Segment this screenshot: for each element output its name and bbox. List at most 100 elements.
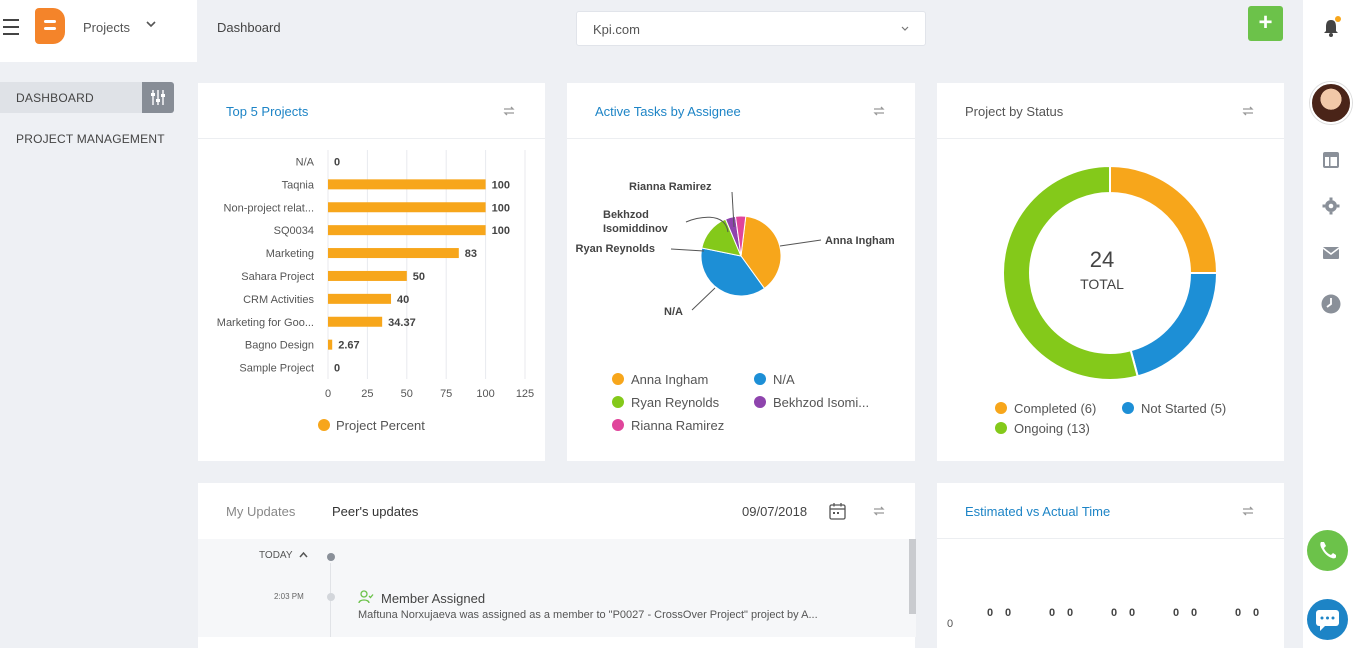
x-tick-label: 0 — [325, 388, 331, 400]
sidebar: DASHBOARD PROJECT MANAGEMENT — [0, 62, 197, 648]
refresh-icon[interactable] — [1240, 103, 1256, 119]
pie-slice — [740, 215, 782, 290]
legend-label: Ryan Reynolds — [631, 395, 720, 410]
x-tick-label: 25 — [361, 388, 373, 400]
chevron-down-icon[interactable] — [145, 18, 157, 30]
timeline-dot — [327, 553, 335, 561]
category-label: N/A — [296, 156, 315, 168]
data-label: 0 — [1049, 607, 1055, 619]
donut-slice — [1109, 164, 1219, 274]
data-label: 0 — [1253, 607, 1259, 619]
x-tick-label: 100 — [476, 388, 494, 400]
chat-button[interactable] — [1307, 599, 1348, 640]
legend-swatch — [612, 419, 624, 431]
legend-label: N/A — [773, 372, 795, 387]
refresh-icon[interactable] — [501, 103, 517, 119]
card-header: Active Tasks by Assignee — [567, 83, 915, 139]
legend-swatch — [612, 373, 624, 385]
data-label: 0 — [1173, 607, 1179, 619]
y-tick-label: 0 — [947, 618, 953, 630]
legend-label: Ongoing (13) — [1014, 421, 1090, 436]
category-label: SQ0034 — [274, 225, 314, 237]
phone-button[interactable] — [1307, 530, 1348, 571]
pie-slice — [700, 247, 766, 297]
chevron-up-icon[interactable] — [299, 551, 308, 558]
card-title[interactable]: Estimated vs Actual Time — [965, 504, 1111, 519]
gear-icon[interactable] — [1322, 197, 1340, 215]
refresh-icon[interactable] — [871, 103, 887, 119]
donut-slice — [1002, 164, 1139, 381]
timeline-entry-title: Member Assigned — [381, 591, 486, 606]
card-title[interactable]: Active Tasks by Assignee — [595, 104, 741, 119]
bell-icon[interactable] — [1322, 18, 1340, 38]
card-title[interactable]: Top 5 Projects — [226, 104, 309, 119]
data-label: 40 — [397, 294, 409, 306]
legend-swatch — [1122, 402, 1134, 414]
refresh-icon[interactable] — [1240, 503, 1256, 519]
donut-slice — [1129, 272, 1219, 378]
legend-label: Bekhzod Isomi... — [773, 395, 869, 410]
legend-label: Rianna Ramirez — [631, 418, 724, 433]
category-label: Taqnia — [282, 179, 315, 191]
data-label: 0 — [1235, 607, 1241, 619]
tab-peers-updates[interactable]: Peer's updates — [332, 504, 419, 519]
category-label: Non-project relat... — [224, 202, 314, 214]
app-logo[interactable] — [35, 8, 65, 44]
app-header-left: Projects — [0, 0, 197, 62]
legend-label: Anna Ingham — [631, 372, 708, 387]
timeline: TODAY 2:03 PM Member Assigned Maftuna No… — [198, 539, 916, 637]
bar — [328, 293, 392, 304]
donut-center-label: TOTAL — [1080, 276, 1124, 292]
refresh-icon[interactable] — [871, 503, 887, 519]
status-donut-chart: 24 TOTAL Completed (6) Not Started (5) Ongoi… — [995, 164, 1226, 436]
layout-icon[interactable] — [1322, 151, 1340, 169]
date-value[interactable]: 09/07/2018 — [742, 504, 808, 519]
card-header: Estimated vs Actual Time — [937, 483, 1284, 539]
x-tick-label: 125 — [516, 388, 534, 400]
project-status-card: Project by Status 24 TOTAL Completed (6) No… — [937, 83, 1284, 461]
category-label: Marketing — [266, 248, 314, 260]
x-tick-label: 75 — [440, 388, 452, 400]
bar — [328, 179, 486, 190]
module-name[interactable]: Projects — [83, 20, 130, 35]
mail-icon[interactable] — [1322, 244, 1340, 262]
page-title: Dashboard — [217, 20, 281, 35]
category-label: Bagno Design — [245, 340, 314, 352]
category-label: Marketing for Goo... — [217, 317, 314, 329]
user-avatar[interactable] — [1310, 82, 1352, 124]
notification-badge — [1335, 16, 1341, 22]
sidebar-item-project-management[interactable]: PROJECT MANAGEMENT — [16, 132, 165, 146]
chevron-down-icon — [901, 26, 909, 31]
updates-card: My Updates Peer's updates 09/07/2018 TOD… — [198, 483, 916, 648]
data-label: 34.37 — [388, 317, 416, 329]
calendar-icon[interactable] — [829, 502, 846, 520]
top-projects-card: Top 5 Projects 0 25 50 75 100 125 N/A 0 Taqnia 10… — [198, 83, 545, 461]
bar — [328, 202, 486, 213]
dashboard-settings-button[interactable] — [142, 82, 174, 113]
clock-icon[interactable] — [1321, 294, 1341, 314]
bar — [328, 270, 407, 281]
timeline-group-label[interactable]: TODAY — [259, 550, 293, 561]
callout-label: Ryan Reynolds — [576, 243, 655, 255]
card-header: Project by Status — [937, 83, 1284, 139]
data-label: 0 — [334, 363, 340, 375]
legend-swatch — [754, 396, 766, 408]
legend-swatch — [995, 402, 1007, 414]
add-button[interactable]: + — [1248, 6, 1283, 41]
callout-line — [731, 191, 735, 228]
scrollbar[interactable] — [909, 539, 916, 614]
legend-swatch — [995, 422, 1007, 434]
data-label: 100 — [492, 225, 510, 237]
card-header: Top 5 Projects — [198, 83, 545, 139]
data-label: 0 — [1191, 607, 1197, 619]
legend-label: Not Started (5) — [1141, 401, 1226, 416]
x-tick-label: 50 — [401, 388, 413, 400]
card-title[interactable]: Project by Status — [965, 104, 1064, 119]
top-bar: Dashboard Kpi.com + — [197, 0, 1303, 62]
phone-icon — [1320, 542, 1336, 559]
tab-my-updates[interactable]: My Updates — [226, 504, 296, 519]
hamburger-menu-icon[interactable] — [3, 19, 19, 35]
site-selector[interactable]: Kpi.com — [576, 11, 926, 46]
callout-line — [685, 216, 729, 233]
sidebar-item-dashboard[interactable]: DASHBOARD — [0, 82, 142, 113]
